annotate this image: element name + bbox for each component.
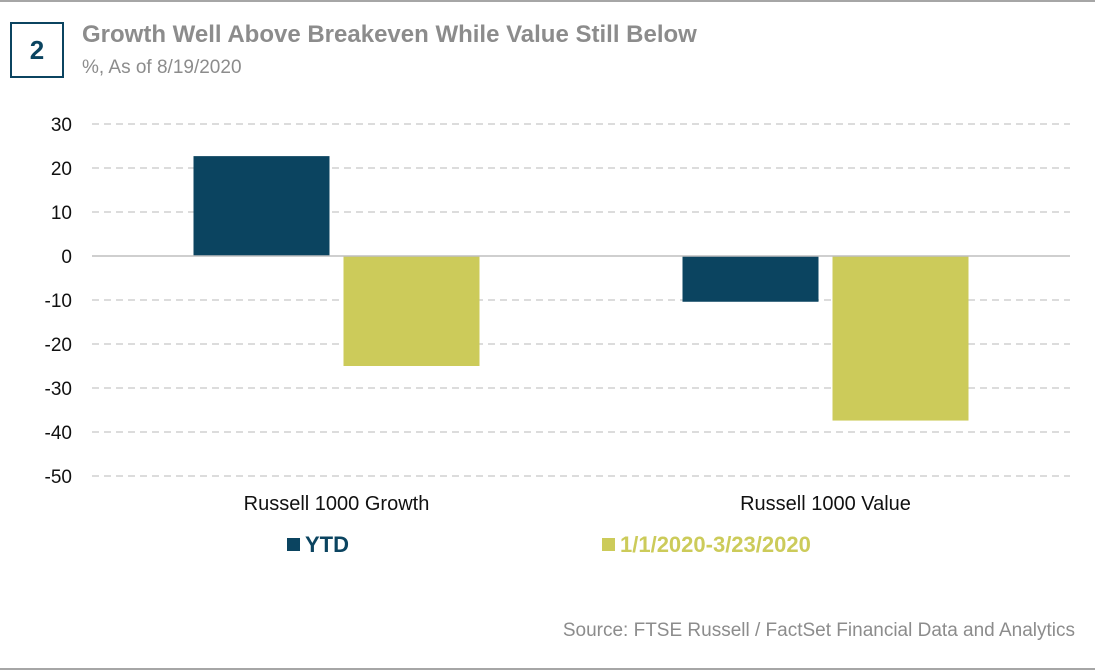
bar-period-value: [832, 256, 969, 421]
x-category-label: Russell 1000 Value: [740, 493, 911, 515]
y-tick-label: -30: [45, 379, 72, 400]
bars: [193, 156, 969, 421]
legend-swatch: [287, 538, 300, 551]
y-tick-label: -40: [45, 423, 72, 444]
x-category-label: Russell 1000 Growth: [244, 493, 430, 515]
source-note: Source: FTSE Russell / FactSet Financial…: [562, 620, 1075, 641]
bar-chart: 30 20 10 0 -10 -20 -30 -40 -50 Russell 1000 Grow…: [45, 115, 1070, 557]
y-tick-label: -20: [45, 335, 72, 356]
legend-swatch: [602, 538, 615, 551]
x-axis-categories: Russell 1000 Growth Russell 1000 Value: [244, 493, 911, 515]
figure-number-badge: 2: [10, 22, 64, 78]
bar-ytd-value: [682, 256, 819, 302]
y-axis-ticks: 30 20 10 0 -10 -20 -30 -40 -50: [45, 115, 72, 488]
chart-title: Growth Well Above Breakeven While Value …: [82, 21, 697, 48]
legend-label: 1/1/2020-3/23/2020: [620, 532, 811, 557]
y-tick-label: 30: [51, 115, 72, 136]
bar-period-growth: [343, 256, 480, 366]
y-tick-label: 10: [51, 203, 72, 224]
chart-subtitle: %, As of 8/19/2020: [82, 57, 242, 78]
legend: YTD 1/1/2020-3/23/2020: [287, 532, 811, 557]
y-tick-label: 20: [51, 159, 72, 180]
bar-ytd-growth: [193, 156, 330, 256]
legend-label: YTD: [305, 532, 349, 557]
y-tick-label: -10: [45, 291, 72, 312]
y-tick-label: 0: [61, 247, 72, 268]
bottom-rule: [0, 668, 1095, 670]
y-tick-label: -50: [45, 467, 72, 488]
top-rule: [0, 0, 1095, 2]
